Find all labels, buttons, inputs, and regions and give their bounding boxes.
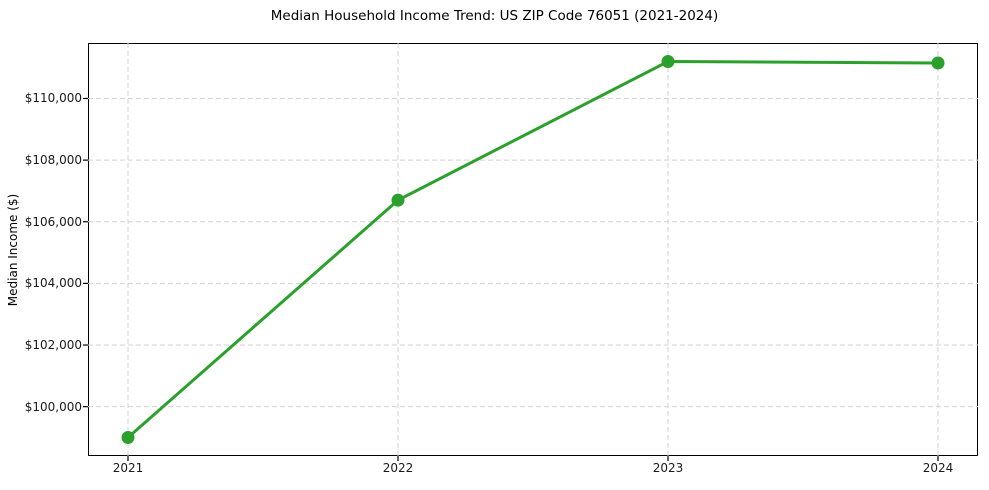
plot-svg: [82, 42, 978, 461]
y-tick-label: $108,000: [24, 153, 82, 168]
data-point-2022: [391, 193, 404, 207]
data-point-2023: [661, 54, 674, 68]
y-tick-label: $110,000: [24, 91, 82, 106]
x-tick-label: 2021: [112, 461, 144, 475]
y-tick-label: $106,000: [24, 214, 82, 229]
x-tick-label: 2023: [652, 461, 684, 475]
data-point-2024: [931, 56, 944, 70]
y-axis-tick-labels: $100,000 $102,000 $104,000 $106,000 $108,000…: [0, 0, 82, 490]
x-axis-tick-labels: 2021 2022 2023 2024: [0, 461, 989, 481]
y-tick-label: $100,000: [24, 399, 82, 414]
y-tick-label: $102,000: [24, 338, 82, 353]
income-trend-line: [126, 59, 939, 439]
x-tick-label: 2022: [382, 461, 414, 475]
x-tick-label: 2024: [922, 461, 954, 475]
y-tick-label: $104,000: [24, 276, 82, 291]
data-point-2021: [121, 430, 134, 444]
plot-area: [82, 42, 978, 461]
chart-title: Median Household Income Trend: US ZIP Co…: [270, 8, 719, 24]
